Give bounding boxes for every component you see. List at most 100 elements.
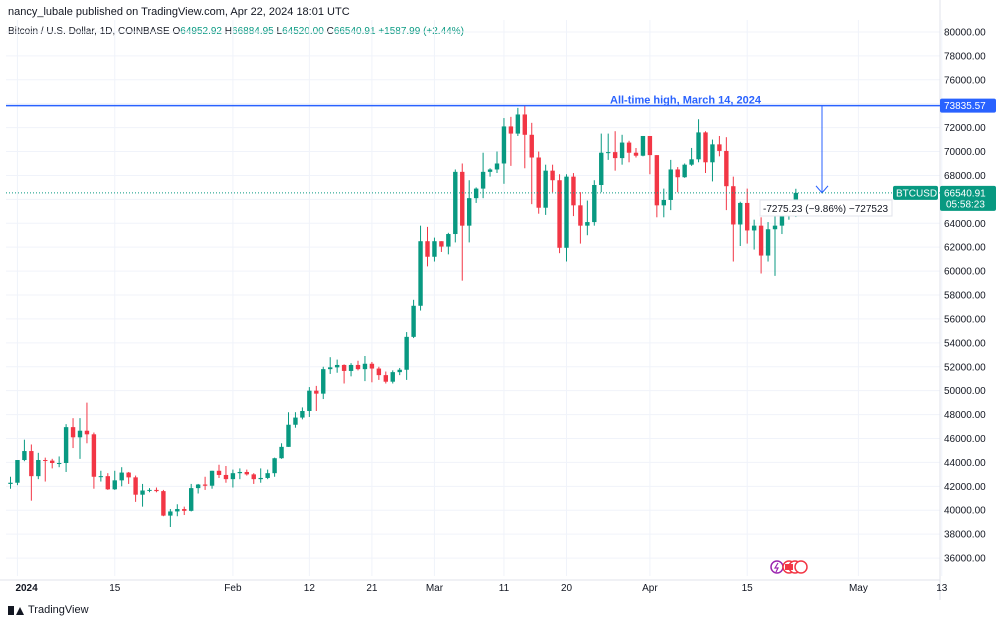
candle[interactable] [689,147,694,166]
candle[interactable] [453,169,458,243]
candle[interactable] [446,232,451,255]
candle[interactable] [411,299,416,339]
candle[interactable] [293,412,298,428]
candle[interactable] [369,361,375,383]
candle[interactable] [515,107,521,136]
candle[interactable] [119,467,124,487]
candle[interactable] [710,139,715,182]
candle[interactable] [501,118,507,184]
candle[interactable] [209,470,215,489]
candle[interactable] [522,105,527,169]
candle[interactable] [717,135,722,157]
candle[interactable] [202,476,208,490]
candle[interactable] [626,140,632,163]
candle[interactable] [675,167,680,193]
candle[interactable] [564,174,569,262]
candle[interactable] [230,469,236,488]
candle[interactable] [640,135,646,157]
candle[interactable] [286,412,291,447]
candle[interactable] [668,159,673,211]
candle[interactable] [328,357,333,374]
candle[interactable] [321,366,326,400]
candle[interactable] [50,458,55,469]
candle[interactable] [314,385,319,411]
candle[interactable] [765,222,771,262]
candle[interactable] [175,504,180,517]
candle[interactable] [529,122,534,205]
candle[interactable] [460,163,465,281]
candle[interactable] [550,164,555,193]
candle[interactable] [98,470,104,482]
candle[interactable] [70,418,76,449]
candle[interactable] [772,205,778,276]
candle[interactable] [508,116,514,166]
flag-event-icon[interactable] [794,560,808,574]
candle[interactable] [341,364,347,384]
candle[interactable] [738,201,743,246]
candle[interactable] [543,164,548,215]
candle[interactable] [279,443,284,459]
candle[interactable] [606,133,611,160]
candle[interactable] [77,418,83,459]
candle[interactable] [154,487,159,493]
candle[interactable] [724,137,729,211]
candle[interactable] [140,483,145,507]
candle[interactable] [237,468,243,480]
candle[interactable] [592,180,597,226]
candle[interactable] [91,432,97,489]
candle[interactable] [418,225,423,311]
candle[interactable] [147,488,152,493]
candle[interactable] [272,457,277,477]
candle[interactable] [571,173,576,217]
candle[interactable] [647,135,653,175]
candle[interactable] [105,473,110,490]
candle[interactable] [473,187,479,203]
price-chart[interactable]: 36000.00 38000.00 40000.00 42000.00 44000.00… [0,0,1000,600]
candle[interactable] [300,407,305,420]
candle[interactable] [126,471,131,484]
candle[interactable] [36,452,41,480]
candle[interactable] [599,133,604,193]
candle[interactable] [355,360,361,371]
candle[interactable] [578,192,583,244]
candle[interactable] [223,465,229,483]
candle[interactable] [244,469,249,476]
candle[interactable] [15,460,20,486]
candle[interactable] [487,168,493,177]
candle[interactable] [84,402,90,444]
candle[interactable] [612,131,618,171]
candle[interactable] [536,151,541,214]
candle[interactable] [751,219,757,250]
candle[interactable] [425,226,430,267]
candle[interactable] [63,424,69,472]
candle[interactable] [348,363,354,377]
candle[interactable] [585,200,590,236]
candle[interactable] [376,366,382,380]
candle[interactable] [494,151,500,174]
candle[interactable] [189,483,194,512]
candle[interactable] [56,456,62,468]
candle[interactable] [29,444,34,501]
candle[interactable] [133,475,138,502]
candle[interactable] [168,509,173,527]
candle[interactable] [439,241,444,252]
candle[interactable] [758,217,764,274]
candle[interactable] [682,163,687,178]
candle[interactable] [731,176,736,262]
candle[interactable] [397,367,402,376]
candle[interactable] [161,489,166,517]
candle[interactable] [696,119,701,163]
candle[interactable] [745,188,750,244]
candle[interactable] [703,131,708,174]
candle[interactable] [362,355,368,382]
candle[interactable] [195,483,201,494]
candle[interactable] [390,370,395,384]
candle[interactable] [22,439,27,462]
candle[interactable] [619,134,625,165]
candle[interactable] [557,174,562,254]
candle[interactable] [404,332,409,380]
candle[interactable] [43,457,48,482]
candle[interactable] [480,152,486,199]
candle[interactable] [112,470,117,490]
candle[interactable] [633,147,639,158]
